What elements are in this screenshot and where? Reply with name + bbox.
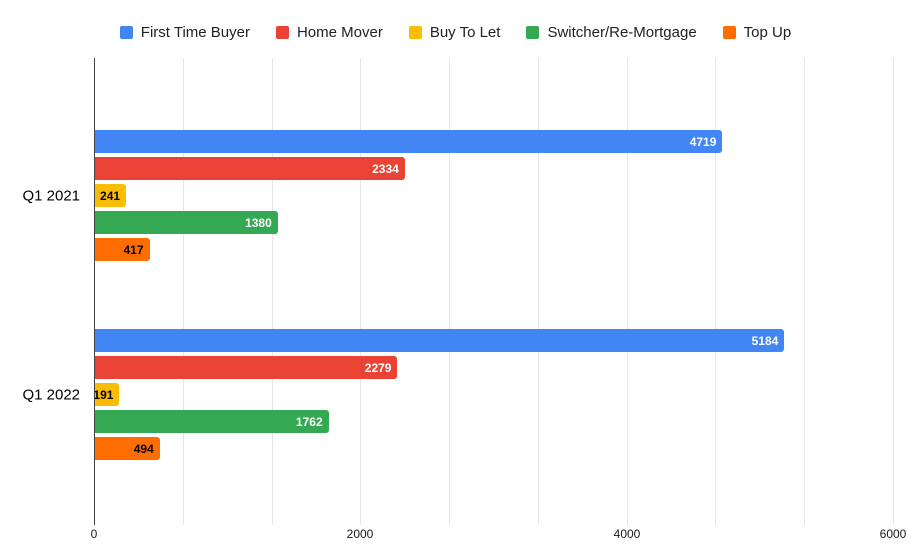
bar-row: 417 (94, 238, 893, 261)
bar-top-up-q1-2022[interactable]: 494 (94, 437, 160, 460)
bar-switcher-re-mortgage-q1-2022[interactable]: 1762 (94, 410, 329, 433)
x-axis-label-2000: 2000 (346, 527, 374, 541)
legend-item-home-mover: Home Mover (275, 24, 383, 41)
bar-row: 241 (94, 184, 893, 207)
bar-row: 2279 (94, 356, 893, 379)
x-axis-label-6000: 6000 (879, 527, 907, 541)
legend-swatch-switcher-re-mortgage (526, 26, 540, 39)
legend-label: Buy To Let (429, 24, 501, 41)
bar-value-label: 191 (93, 387, 114, 402)
x-axis-baseline (94, 58, 95, 525)
legend-swatch-home-mover (275, 26, 289, 39)
bar-group-q1-2021: 4719 2334 241 1380 417 (94, 130, 893, 265)
gridline-minor (804, 58, 806, 525)
legend-item-top-up: Top Up (722, 24, 792, 41)
gridline-minor (182, 58, 184, 525)
legend-swatch-first-time-buyer (119, 26, 133, 39)
bar-value-label: 4719 (689, 134, 717, 149)
bar-first-time-buyer-q1-2022[interactable]: 5184 (94, 329, 785, 352)
bar-buy-to-let-q1-2021[interactable]: 241 (94, 184, 127, 207)
bar-row: 4719 (94, 130, 893, 153)
legend-item-buy-to-let: Buy To Let (408, 24, 501, 41)
legend-item-switcher-re-mortgage: Switcher/Re-Mortgage (526, 24, 697, 41)
bar-value-label: 5184 (751, 333, 779, 348)
bar-top-up-q1-2021[interactable]: 417 (94, 238, 150, 261)
legend-item-first-time-buyer: First Time Buyer (119, 24, 250, 41)
chart-legend: First Time Buyer Home Mover Buy To Let S… (0, 24, 911, 41)
gridline-minor (449, 58, 451, 525)
bar-group-q1-2022: 5184 2279 191 1762 494 (93, 329, 893, 464)
category-label-q1-2021: Q1 2021 (22, 187, 80, 205)
legend-swatch-buy-to-let (408, 26, 422, 39)
legend-label: Top Up (743, 24, 792, 41)
x-axis-label-0: 0 (90, 527, 98, 541)
bar-value-label: 417 (123, 242, 144, 257)
bar-value-label: 241 (100, 188, 121, 203)
gridline-major (360, 58, 362, 525)
gridline-minor (715, 58, 717, 525)
bar-value-label: 1380 (245, 215, 272, 230)
bar-value-label: 2279 (364, 360, 392, 375)
bar-row: 191 (93, 383, 893, 406)
bar-value-label: 1762 (295, 414, 323, 429)
category-label-q1-2022: Q1 2022 (22, 386, 80, 404)
bar-row: 1762 (94, 410, 893, 433)
legend-label: Switcher/Re-Mortgage (547, 24, 697, 41)
bar-home-mover-q1-2022[interactable]: 2279 (94, 356, 398, 379)
gridline-minor (537, 58, 539, 525)
bar-row: 1380 (94, 211, 893, 234)
bar-first-time-buyer-q1-2021[interactable]: 4719 (94, 130, 723, 153)
gridline-major (626, 58, 628, 525)
legend-swatch-top-up (722, 26, 736, 39)
x-axis-label-4000: 4000 (613, 527, 641, 541)
bar-row: 2334 (94, 157, 893, 180)
legend-label: Home Mover (296, 24, 383, 41)
bar-value-label: 494 (133, 441, 154, 456)
bar-row: 5184 (94, 329, 893, 352)
plot-area: 4719 2334 241 1380 417 5184 2279 191 1762 494 (93, 58, 894, 525)
gridline-major (893, 58, 894, 525)
legend-label: First Time Buyer (140, 24, 250, 41)
bar-buy-to-let-q1-2022[interactable]: 191 (93, 383, 120, 406)
bar-home-mover-q1-2021[interactable]: 2334 (94, 157, 405, 180)
gridline-minor (271, 58, 273, 525)
bar-value-label: 2334 (372, 161, 399, 176)
bar-switcher-re-mortgage-q1-2021[interactable]: 1380 (94, 211, 278, 234)
bar-row: 494 (94, 437, 893, 460)
